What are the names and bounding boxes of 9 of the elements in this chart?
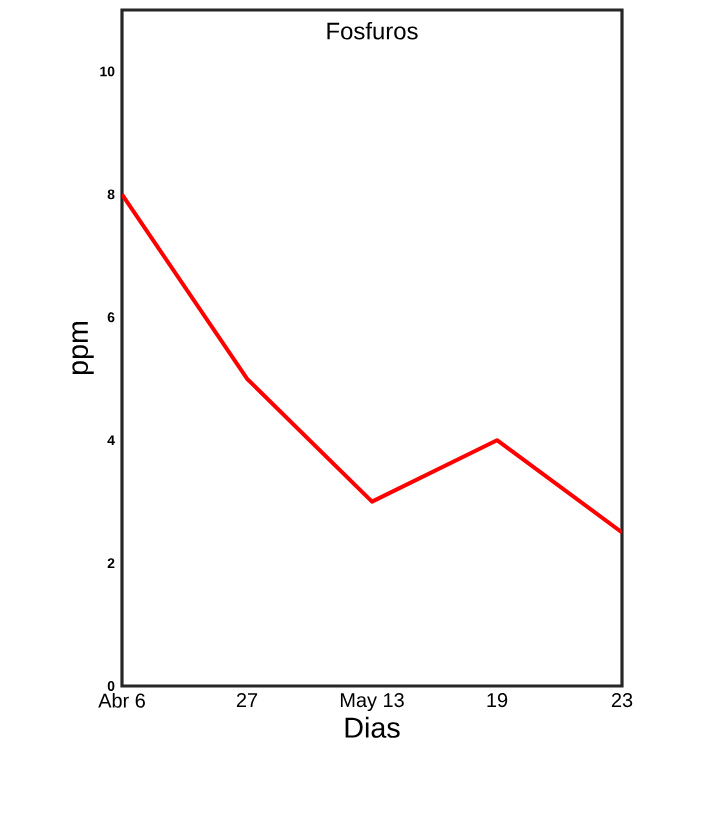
x-tick-label: 27 [236,693,258,707]
chart-title: Fosfuros [327,21,418,40]
x-tick-label: 23 [611,693,633,708]
line-series [122,192,622,535]
x-tick-label: 19 [487,693,508,708]
x-axis-title: Dias [345,716,400,738]
y-axis-title: ppm [72,322,94,375]
x-tick-label: Abr 6 [98,693,145,708]
x-tick-label: May 13 [340,693,404,712]
